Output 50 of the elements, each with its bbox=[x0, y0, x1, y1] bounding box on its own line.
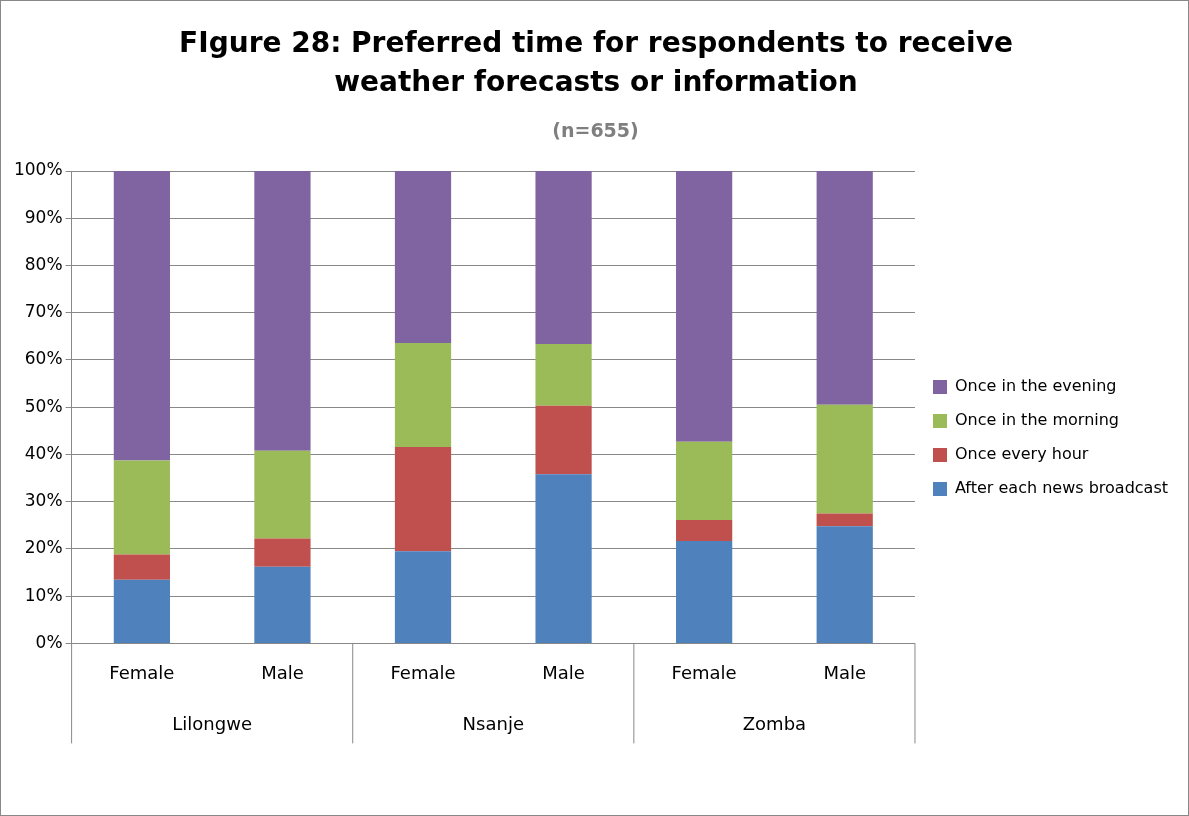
bar bbox=[535, 171, 592, 344]
y-tick-label: 20% bbox=[24, 537, 63, 558]
y-tick-label: 90% bbox=[24, 206, 63, 227]
bar bbox=[676, 171, 733, 442]
bar bbox=[394, 342, 452, 447]
text: Lilongwe bbox=[172, 713, 253, 735]
bar bbox=[535, 343, 592, 406]
y-tick-label: 30% bbox=[24, 490, 63, 511]
bar bbox=[394, 551, 452, 643]
x-tick-label: Male bbox=[823, 661, 867, 683]
bar bbox=[254, 538, 311, 567]
bar bbox=[254, 566, 311, 643]
legend-label: After each news broadcast bbox=[954, 478, 1168, 498]
legend-label: Once in the morning bbox=[954, 410, 1120, 430]
bar bbox=[535, 405, 592, 475]
bar bbox=[535, 474, 592, 643]
x-tick-label: Female bbox=[671, 661, 737, 683]
y-tick-label: 10% bbox=[24, 584, 63, 605]
y-tick-label: 0% bbox=[35, 631, 63, 652]
bar bbox=[113, 460, 170, 555]
bar bbox=[676, 441, 733, 521]
y-tick-label: 50% bbox=[24, 395, 63, 416]
bar bbox=[816, 513, 873, 527]
bar bbox=[254, 171, 311, 451]
text: Nsanje bbox=[462, 713, 524, 735]
x-tick-label: Male bbox=[542, 661, 585, 683]
bar bbox=[113, 554, 170, 580]
y-tick-label: 100% bbox=[13, 159, 63, 180]
bar bbox=[394, 171, 452, 343]
chart-title: FIgure 28: Preferred time for respondents to receive weather forecasts or information bbox=[178, 25, 1014, 101]
chart-subtitle: (n=655) bbox=[551, 119, 640, 141]
bar bbox=[394, 446, 452, 552]
legend-label: Once every hour bbox=[954, 444, 1089, 464]
bar bbox=[816, 404, 873, 514]
bar bbox=[113, 171, 170, 461]
bar bbox=[816, 526, 873, 643]
y-tick-label: 60% bbox=[24, 348, 63, 369]
text: Zomba bbox=[742, 713, 807, 735]
y-tick-label: 80% bbox=[24, 253, 63, 274]
bar bbox=[816, 171, 873, 405]
bar bbox=[676, 540, 733, 643]
x-tick-label: Male bbox=[261, 661, 304, 683]
x-tick-label: Female bbox=[390, 661, 456, 683]
x-tick-label: Female bbox=[109, 661, 175, 683]
bar bbox=[676, 520, 733, 541]
bar bbox=[113, 579, 170, 643]
y-tick-label: 70% bbox=[24, 301, 63, 322]
y-tick-label: 40% bbox=[24, 442, 63, 463]
legend-label: Once in the evening bbox=[954, 376, 1117, 396]
bar bbox=[254, 450, 311, 539]
